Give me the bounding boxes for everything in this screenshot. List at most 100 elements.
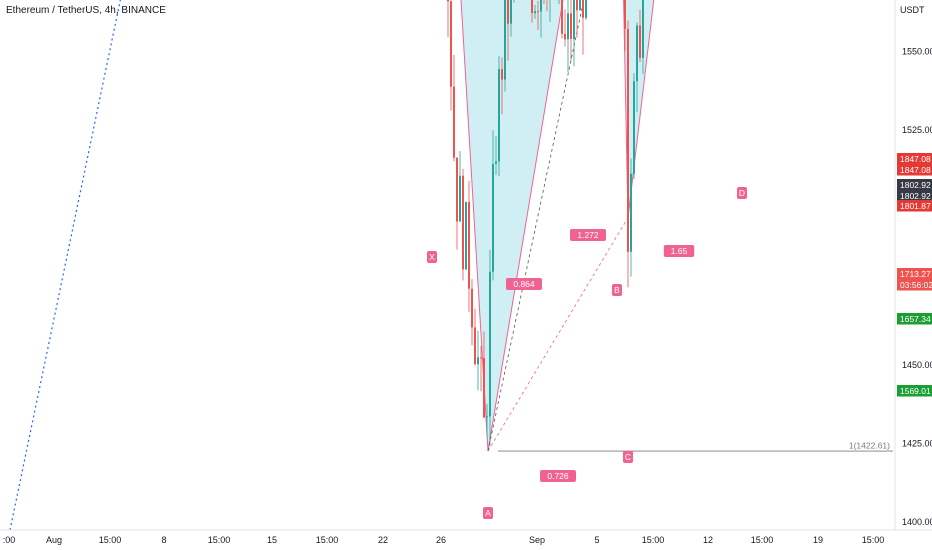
candle-body bbox=[540, 0, 542, 12]
pattern-point-label: A bbox=[485, 508, 491, 518]
price-tag-text: 1657.34 bbox=[900, 314, 931, 324]
candle-body bbox=[579, 0, 581, 11]
x-tick-label: 19 bbox=[813, 535, 823, 545]
price-tag-text: 1802.92 bbox=[900, 191, 931, 201]
x-tick-label: 22 bbox=[378, 535, 388, 545]
pattern-point-a bbox=[483, 507, 493, 519]
price-tag-text: 1847.08 bbox=[900, 154, 931, 164]
candle-body bbox=[636, 25, 638, 82]
candle-body bbox=[534, 11, 536, 14]
candle-body bbox=[624, 0, 626, 29]
fib-level-label: 1(1422.61) bbox=[849, 441, 890, 451]
y-tick-label: 1550.00 bbox=[902, 46, 932, 56]
candle-body bbox=[456, 157, 458, 222]
time-axis: :00 Aug 15:00 8 15:00 15 15:00 22 26 Sep 5 15:00 12 1… bbox=[0, 529, 932, 545]
pattern-point-d bbox=[737, 187, 747, 199]
y-tick-label: 1450.00 bbox=[902, 360, 932, 370]
ratio-badge bbox=[570, 229, 606, 241]
candle-body bbox=[462, 175, 464, 270]
candle-body bbox=[510, 0, 512, 24]
candle-body bbox=[480, 357, 482, 359]
candle-body bbox=[465, 202, 467, 270]
price-axis: 1400.001425.001450.001475.001500.001525.… bbox=[894, 0, 932, 530]
x-tick-label: 5 bbox=[594, 535, 599, 545]
price-tag-text: 1802.92 bbox=[900, 180, 931, 190]
price-tag bbox=[897, 164, 932, 176]
price-tag bbox=[897, 279, 932, 291]
candles bbox=[447, 0, 644, 446]
candle-body bbox=[468, 202, 470, 289]
candle-body bbox=[459, 175, 461, 222]
candle-body bbox=[576, 0, 578, 11]
price-tag bbox=[897, 153, 932, 165]
price-tag bbox=[897, 268, 932, 280]
x-tick-label: 15:00 bbox=[208, 535, 231, 545]
ratio-label: 0.864 bbox=[513, 279, 535, 289]
price-tag-text: 1847.08 bbox=[900, 165, 931, 175]
price-tag-text: 1713.27 bbox=[900, 269, 931, 279]
candle-body bbox=[498, 69, 500, 162]
candle-body bbox=[453, 86, 455, 158]
pattern-point-c bbox=[623, 451, 633, 463]
candle-body bbox=[483, 358, 485, 418]
candle-body bbox=[561, 0, 563, 34]
x-tick-label: Aug bbox=[46, 535, 62, 545]
pattern-bcd bbox=[623, 0, 655, 218]
candle-body bbox=[531, 0, 533, 14]
channel-lower bbox=[9, 0, 121, 531]
x-tick-label: 15:00 bbox=[316, 535, 339, 545]
candle-body bbox=[471, 288, 473, 328]
y-tick-label: 1525.00 bbox=[902, 125, 932, 135]
pattern-point-b bbox=[612, 284, 622, 296]
x-tick-label: 12 bbox=[703, 535, 713, 545]
price-tag-text: 1569.01 bbox=[900, 386, 931, 396]
candle-body bbox=[504, 0, 506, 80]
ratio-label: 0.726 bbox=[547, 471, 569, 481]
pattern-point-label: D bbox=[739, 188, 745, 198]
candle-body bbox=[639, 25, 641, 58]
candle-body bbox=[450, 1, 452, 87]
pattern-xab bbox=[460, 0, 564, 452]
candle-body bbox=[627, 28, 629, 252]
candle-body bbox=[582, 0, 584, 18]
ratio-badge bbox=[540, 470, 576, 482]
pattern-point-label: C bbox=[625, 452, 631, 462]
harmonic-pattern bbox=[460, 0, 655, 452]
candle-body bbox=[633, 81, 635, 174]
x-tick-label: 15:00 bbox=[862, 535, 885, 545]
price-tag-text: 1801.87 bbox=[900, 201, 931, 211]
candle-body bbox=[567, 13, 569, 40]
y-tick-label: 1400.00 bbox=[902, 517, 932, 527]
pattern-point-label: X bbox=[429, 252, 435, 262]
candle-body bbox=[486, 416, 488, 418]
x-tick-label: 15 bbox=[267, 535, 277, 545]
pattern-point-x bbox=[427, 251, 437, 263]
candle-body bbox=[564, 33, 566, 40]
candle-body bbox=[474, 327, 476, 365]
ratio-label: 1.272 bbox=[577, 230, 599, 240]
ratio-badge bbox=[663, 245, 695, 257]
x-tick-label: :00 bbox=[3, 535, 16, 545]
x-tick-label: 15:00 bbox=[751, 535, 774, 545]
candle-body bbox=[447, 0, 449, 2]
overlay-lines: -0.61(2036.22)0(1803.74)0.382(1658.15)0.… bbox=[9, 0, 893, 531]
symbol-title[interactable]: Ethereum / TetherUS, 4h, BINANCE bbox=[6, 5, 166, 16]
candle-body bbox=[495, 161, 497, 164]
currency-label: USDT bbox=[900, 5, 925, 15]
price-tags: 1847.081847.081802.921802.921801.871713.… bbox=[897, 153, 932, 397]
price-tag bbox=[897, 190, 932, 202]
price-tag-text: 03:56:02 bbox=[900, 280, 932, 290]
x-tick-label: 8 bbox=[161, 535, 166, 545]
candle-body bbox=[492, 163, 494, 272]
candle-body bbox=[642, 0, 644, 58]
candle-body bbox=[477, 357, 479, 365]
price-tag bbox=[897, 313, 932, 325]
y-tick-label: 1425.00 bbox=[902, 439, 932, 449]
x-tick-label: Sep bbox=[529, 535, 545, 545]
pattern-labels: X A B C D 0.864 0.726 1.65 1.272 bbox=[427, 187, 747, 519]
candle-body bbox=[537, 11, 539, 13]
ratio-badge bbox=[506, 278, 542, 290]
x-tick-label: 26 bbox=[436, 535, 446, 545]
